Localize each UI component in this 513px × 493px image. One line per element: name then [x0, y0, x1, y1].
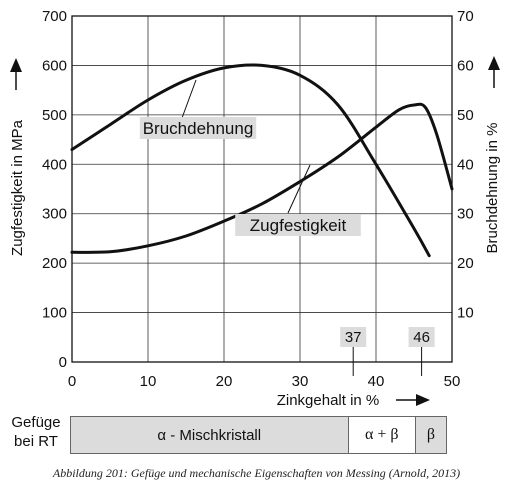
y-left-tick-label: 200: [42, 255, 67, 272]
y-axis-left-title: Zugfestigkeit in MPa: [9, 119, 26, 256]
series: [70, 63, 454, 258]
y-left-tick-label: 700: [42, 8, 67, 25]
series-labels: Bruchdehnung Zugfestigkeit: [139, 79, 361, 236]
grid: [71, 15, 453, 363]
marker-box: [340, 327, 367, 347]
y-right-tick-label: 50: [457, 107, 474, 124]
x-tick-label: 30: [292, 373, 309, 390]
series-label: Zugfestigkeit: [250, 216, 347, 235]
marker-box: [408, 327, 435, 347]
phase-beta: β: [416, 417, 446, 453]
y-left-tick-label: 400: [42, 156, 67, 173]
marker-label: 37: [345, 329, 362, 346]
phase-bar: α - Mischkristall α + β β: [70, 416, 447, 454]
phase-caption: Gefüge bei RT: [4, 413, 68, 455]
phase-table: Gefüge bei RT α - Mischkristall α + β β: [0, 413, 513, 459]
brass-properties-chart: 37 46 Bruchdehnung Zugfestigkeit 0 10 20 30 40…: [9, 8, 501, 409]
x-tick-label: 40: [368, 373, 385, 390]
y-left-tick-label: 0: [59, 354, 67, 371]
y-right-arrow-icon: [488, 56, 500, 88]
series-line-bruchdehnung: [70, 63, 431, 258]
y-left-tick-label: 600: [42, 57, 67, 74]
x-tick-label: 0: [68, 373, 76, 390]
phase-caption-line2: bei RT: [14, 433, 58, 450]
y-left-tick-label: 500: [42, 107, 67, 124]
plot-frame: [71, 15, 453, 363]
phase-markers: 37 46: [340, 327, 435, 376]
series-label-box: [139, 117, 257, 139]
y-left-arrow-icon: [10, 58, 22, 90]
marker-label: 46: [413, 329, 430, 346]
y-right-tick-label: 30: [457, 206, 474, 223]
x-axis-arrow-icon: [396, 394, 430, 406]
series-label-leader: [181, 79, 197, 119]
y-right-tick-label: 60: [457, 57, 474, 74]
x-tick-label: 50: [444, 373, 461, 390]
x-axis-title: Zinkgehalt in %: [277, 392, 380, 409]
series-label: Bruchdehnung: [143, 119, 254, 138]
phase-caption-line1: Gefüge: [11, 414, 61, 431]
y-right-tick-label: 20: [457, 255, 474, 272]
figure-caption: Abbildung 201: Gefüge und mechanische Ei…: [52, 466, 461, 480]
series-label-leader: [287, 164, 311, 214]
y-left-tick-label: 100: [42, 305, 67, 322]
axes: [71, 15, 453, 363]
phase-alpha-beta: α + β: [348, 417, 416, 453]
y-right-tick-label: 40: [457, 156, 474, 173]
y-right-tick-label: 10: [457, 305, 474, 322]
y-axis-right-title: Bruchdehnung in %: [484, 123, 501, 254]
x-tick-label: 20: [216, 373, 233, 390]
y-left-tick-label: 300: [42, 206, 67, 223]
phase-alpha: α - Mischkristall: [71, 417, 349, 453]
tick-labels: 0 10 20 30 40 5001002003004005006007001020304…: [42, 8, 474, 390]
series-line-zugfestigkeit: [70, 102, 454, 254]
y-right-tick-label: 70: [457, 8, 474, 25]
x-tick-label: 10: [140, 373, 157, 390]
series-label-box: [235, 214, 361, 236]
